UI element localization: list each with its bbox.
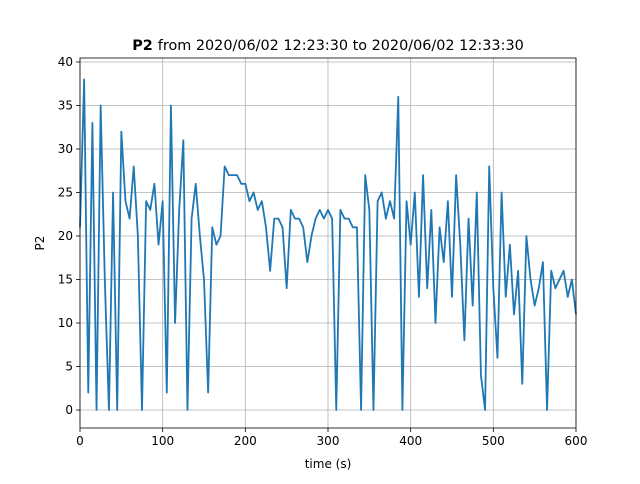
y-tick-label: 0 [65,403,73,417]
title-rest: from 2020/06/02 12:23:30 to 2020/06/02 1… [158,38,524,54]
y-tick-label: 10 [58,316,73,330]
x-tick-label: 0 [76,434,84,448]
y-tick-label: 5 [65,359,73,373]
x-tick-label: 200 [234,434,257,448]
x-axis-label: time (s) [305,457,352,471]
x-tick-label: 500 [482,434,505,448]
y-tick-label: 35 [58,99,73,113]
y-tick-label: 20 [58,229,73,243]
y-tick-label: 40 [58,55,73,69]
data-line [79,78,577,411]
ticks: 0 100 200 300 400 500 600 0 5 10 15 20 25 30 35 40 [58,55,588,448]
x-tick-label: 100 [151,434,174,448]
x-tick-label: 300 [317,434,340,448]
title-bold: P2 [132,38,153,54]
x-tick-label: 400 [399,434,422,448]
chart-title: P2 from 2020/06/02 12:23:30 to 2020/06/02… [132,38,524,54]
y-tick-label: 30 [58,142,73,156]
x-tick-label: 600 [565,434,588,448]
y-tick-label: 25 [58,185,73,199]
plot-area [79,78,577,411]
y-axis-label: P2 [33,236,47,251]
y-tick-label: 15 [58,272,73,286]
